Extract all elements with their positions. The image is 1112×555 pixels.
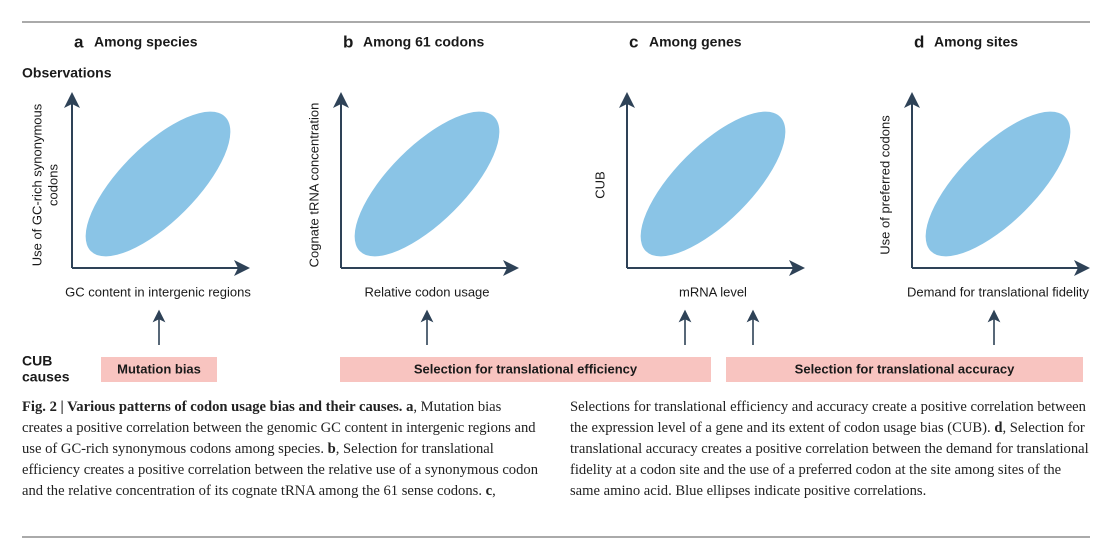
panel-letter: c (629, 32, 638, 51)
caption-letter: c (485, 483, 493, 499)
cause-label: Mutation bias (117, 361, 201, 376)
panel-letter: b (343, 32, 353, 51)
panel-title: Among species (94, 34, 198, 50)
caption-letter: a (406, 399, 414, 415)
cause-box (726, 357, 1083, 382)
cause-box (340, 357, 711, 382)
x-axis-label: mRNA level (679, 284, 747, 299)
caption-letter: b (327, 441, 336, 457)
y-axis-label: codons (45, 164, 60, 206)
cause-label: Selection for translational efficiency (414, 361, 638, 376)
panel-title: Among 61 codons (363, 34, 485, 50)
cause-label: Selection for translational accuracy (795, 361, 1015, 376)
panel-letter: a (74, 32, 84, 51)
x-axis-label: GC content in intergenic regions (65, 284, 251, 299)
x-axis-label: Relative codon usage (364, 284, 489, 299)
cause-box (101, 357, 217, 382)
row-label: CUB (22, 353, 52, 369)
caption: Fig. 2 | Various patterns of codon usage… (22, 397, 1090, 502)
correlation-ellipse (354, 111, 500, 257)
caption-bold: Fig. 2 | Various patterns of codon usage… (22, 399, 403, 415)
panel-letter: d (914, 32, 924, 51)
panel-title: Among genes (649, 34, 742, 50)
correlation-ellipse (85, 111, 231, 257)
caption-letter: d (994, 420, 1003, 436)
x-axis-label: Demand for translational fidelity (907, 284, 1090, 299)
y-axis-label: Use of preferred codons (877, 115, 892, 255)
y-axis-label: Use of GC-rich synonymous (29, 103, 44, 266)
correlation-ellipse (640, 111, 786, 257)
y-axis-label: Cognate tRNA concentration (306, 103, 321, 268)
caption-text: , Selection for translational accuracy c… (570, 420, 1089, 499)
y-axis-label: CUB (592, 171, 607, 198)
caption-text: , Selections for translational efficienc… (492, 399, 1086, 499)
row-label: causes (22, 369, 70, 385)
caption-text: , Selection for translational efficiency… (22, 441, 538, 499)
caption-text: , Mutation bias creates a positive corre… (22, 399, 536, 457)
correlation-ellipse (925, 111, 1071, 257)
panel-title: Among sites (934, 34, 1018, 50)
row-label: Observations (22, 65, 112, 81)
